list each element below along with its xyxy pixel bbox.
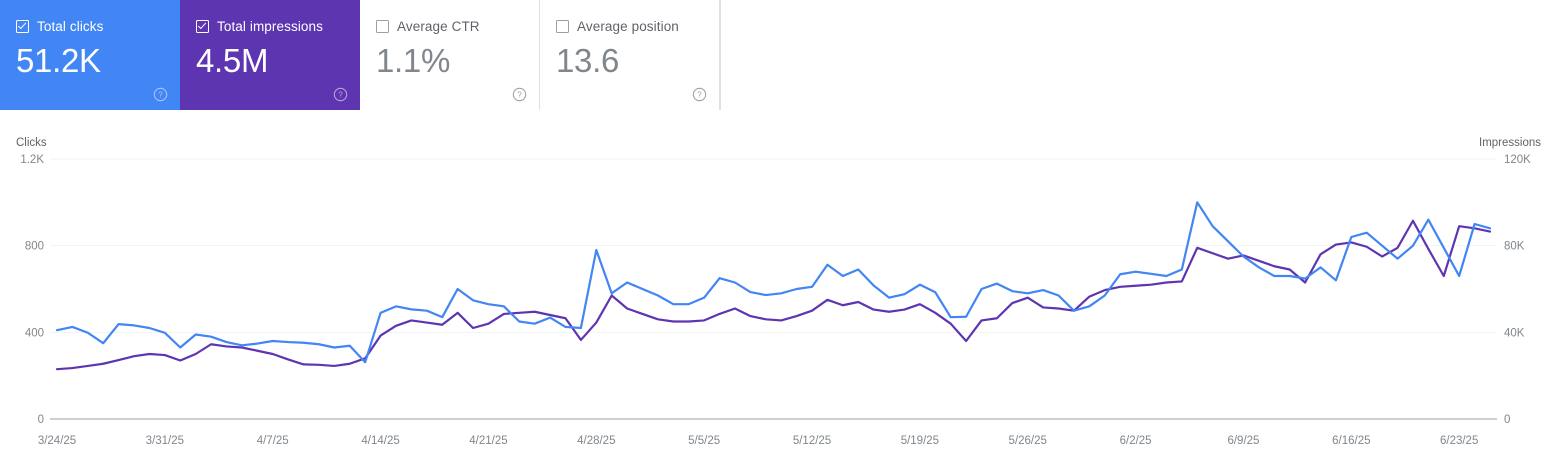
x-tick-label: 4/21/25 [469, 435, 507, 447]
metric-card-header: Average CTR [376, 18, 523, 34]
left-tick-label: 400 [25, 327, 44, 339]
checkbox-total-clicks[interactable] [16, 19, 29, 33]
svg-text:?: ? [697, 91, 702, 100]
svg-text:?: ? [158, 91, 163, 100]
metric-card-label: Total clicks [37, 18, 104, 34]
left-axis-ticks: 0 400 800 1.2K [20, 154, 44, 426]
checkbox-average-ctr[interactable] [376, 19, 389, 33]
svg-text:?: ? [517, 91, 522, 100]
gridlines [50, 158, 1497, 420]
performance-chart[interactable]: Clicks Impressions 0 400 800 1.2K 0 40K 80K 12… [0, 110, 1557, 474]
x-tick-label: 6/9/25 [1227, 435, 1259, 447]
metric-card-header: Total clicks [16, 18, 164, 34]
help-icon[interactable]: ? [333, 87, 348, 102]
left-tick-label: 800 [25, 241, 44, 253]
x-axis-ticks: 3/24/25 3/31/25 4/7/25 4/14/25 4/21/25 4/28/2… [38, 435, 1479, 447]
left-tick-label: 1.2K [20, 154, 44, 166]
x-tick-label: 4/7/25 [257, 435, 289, 447]
x-tick-label: 3/31/25 [146, 435, 184, 447]
metric-card-total-clicks[interactable]: Total clicks 51.2K ? [0, 0, 180, 110]
svg-text:?: ? [338, 91, 343, 100]
left-axis-title: Clicks [16, 137, 47, 149]
metric-card-value: 51.2K [16, 42, 101, 79]
right-tick-label: 0 [1504, 414, 1510, 426]
x-tick-label: 5/19/25 [901, 435, 939, 447]
x-tick-label: 6/16/25 [1332, 435, 1370, 447]
help-icon[interactable]: ? [692, 87, 707, 102]
metric-card-average-ctr[interactable]: Average CTR 1.1% ? [360, 0, 540, 110]
help-icon[interactable]: ? [512, 87, 527, 102]
x-tick-label: 4/28/25 [577, 435, 615, 447]
right-axis-ticks: 0 40K 80K 120K [1504, 154, 1531, 426]
metric-card-average-position[interactable]: Average position 13.6 ? [540, 0, 720, 110]
right-tick-label: 40K [1504, 327, 1525, 339]
metric-card-value: 13.6 [556, 42, 620, 79]
chart-canvas: Clicks Impressions 0 400 800 1.2K 0 40K 80K 12… [16, 137, 1541, 447]
x-tick-label: 5/26/25 [1009, 435, 1047, 447]
x-tick-label: 5/12/25 [793, 435, 831, 447]
metric-card-header: Average position [556, 18, 703, 34]
series-line-total-impressions [55, 219, 1492, 371]
metric-cards-bar: Total clicks 51.2K ? Total impressions 4… [0, 0, 721, 110]
metric-card-label: Total impressions [217, 18, 323, 34]
x-tick-label: 4/14/25 [361, 435, 399, 447]
metric-card-label: Average position [577, 18, 679, 34]
metric-card-label: Average CTR [397, 18, 480, 34]
x-tick-label: 6/23/25 [1440, 435, 1478, 447]
right-tick-label: 120K [1504, 154, 1531, 166]
checkbox-total-impressions[interactable] [196, 19, 209, 33]
x-tick-label: 6/2/25 [1120, 435, 1152, 447]
metric-card-value: 4.5M [196, 42, 269, 79]
left-tick-label: 0 [38, 414, 44, 426]
metric-card-value: 1.1% [376, 42, 451, 79]
metric-card-total-impressions[interactable]: Total impressions 4.5M ? [180, 0, 360, 110]
x-tick-label: 3/24/25 [38, 435, 76, 447]
metric-card-header: Total impressions [196, 18, 344, 34]
x-tick-label: 5/5/25 [688, 435, 720, 447]
checkbox-average-position[interactable] [556, 19, 569, 33]
right-axis-title: Impressions [1479, 137, 1541, 149]
help-icon[interactable]: ? [153, 87, 168, 102]
right-tick-label: 80K [1504, 241, 1525, 253]
series-line-total-clicks [55, 201, 1492, 364]
